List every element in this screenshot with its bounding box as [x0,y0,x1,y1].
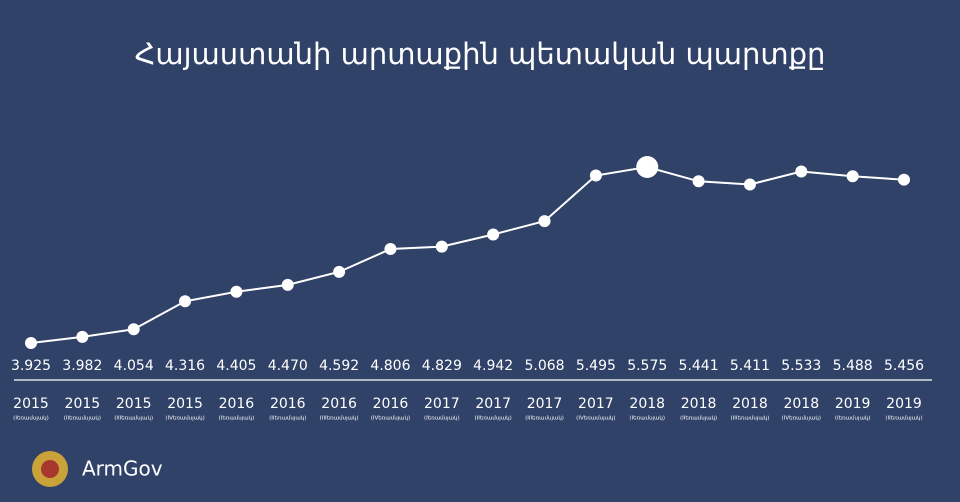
point [795,165,808,178]
value-label: 4.806 [370,358,410,374]
quarter-label: (IIIեռամսյակ) [320,416,359,422]
x-tick-label: 2018 [629,396,665,412]
x-tick-label: 2018 [681,396,717,412]
x-tick-label: 2016 [219,396,255,412]
brand: ArmGov [82,457,163,481]
quarter-label: (IIեռամսյակ) [64,416,101,422]
value-label: 3.982 [62,358,102,374]
point [589,169,602,182]
value-label: 4.829 [422,358,462,374]
quarter-label: (IIIեռամսյակ) [525,416,564,422]
point [538,215,551,228]
point [898,173,910,186]
value-label: 5.488 [833,358,873,374]
point [846,170,859,183]
value-label: 3.925 [11,358,51,374]
value-label: 4.405 [216,358,256,374]
value-label: 4.054 [114,358,154,374]
x-tick-label: 2017 [578,396,614,412]
x-tick-label: 2018 [783,396,819,412]
value-label: 5.068 [524,358,564,374]
value-label: 4.316 [165,358,205,374]
point [743,178,756,191]
x-tick-label: 2016 [321,396,357,412]
x-tick-label: 2015 [167,396,203,412]
x-tick-label: 2015 [65,396,101,412]
quarter-label: (Iեռամսյակ) [13,416,49,422]
value-label: 5.575 [627,358,667,374]
value-label: 5.456 [884,358,924,374]
point [384,243,397,256]
quarter-label: (IIեռամսյակ) [680,416,717,422]
value-label: 5.495 [576,358,616,374]
quarter-label: (Iեռամսյակ) [219,416,255,422]
quarter-label: (IIIեռամսյակ) [730,416,769,422]
point [76,330,89,343]
x-tick-label: 2015 [13,396,49,412]
chart-title: Հայաստանի արտաքին պետական պարտքը [135,37,826,71]
quarter-label: (IVեռամսյակ) [165,416,204,422]
quarter-label: (Iեռամսյակ) [629,416,665,422]
x-tick-label: 2016 [373,396,409,412]
point [636,156,659,178]
x-tick-label: 2015 [116,396,152,412]
value-label: 4.942 [473,358,513,374]
x-tick-label: 2017 [475,396,511,412]
logo [32,451,68,487]
quarter-label: (IVեռամսյակ) [782,416,821,422]
quarter-label: (IVեռամսյակ) [371,416,410,422]
x-tick-label: 2017 [527,396,563,412]
point [692,175,705,188]
value-label: 4.470 [268,358,308,374]
point [25,337,37,349]
x-tick-label: 2019 [886,396,922,412]
quarter-label: (IIեռամսյակ) [885,416,922,422]
value-label: 5.411 [730,358,770,374]
quarter-label: (IVեռամսյակ) [576,416,615,422]
value-label: 4.592 [319,358,359,374]
point [435,240,448,253]
point [179,295,192,308]
point [230,285,243,298]
quarter-label: (Iեռամսյակ) [424,416,460,422]
value-label: 5.441 [679,358,719,374]
value-label: 5.533 [781,358,821,374]
quarter-label: (IIIեռամսյակ) [114,416,153,422]
x-tick-label: 2018 [732,396,768,412]
line [30,165,905,344]
x-tick-label: 2016 [270,396,306,412]
emblem-shield [41,460,59,478]
quarter-label: (IIեռամսյակ) [269,416,306,422]
point [281,278,294,291]
point [487,228,500,241]
quarter-label: (IIեռամսյակ) [475,416,512,422]
x-tick-label: 2017 [424,396,460,412]
x-tick-label: 2019 [835,396,871,412]
point [333,265,346,278]
point [127,323,140,336]
quarter-label: (Iեռամսյակ) [835,416,871,422]
